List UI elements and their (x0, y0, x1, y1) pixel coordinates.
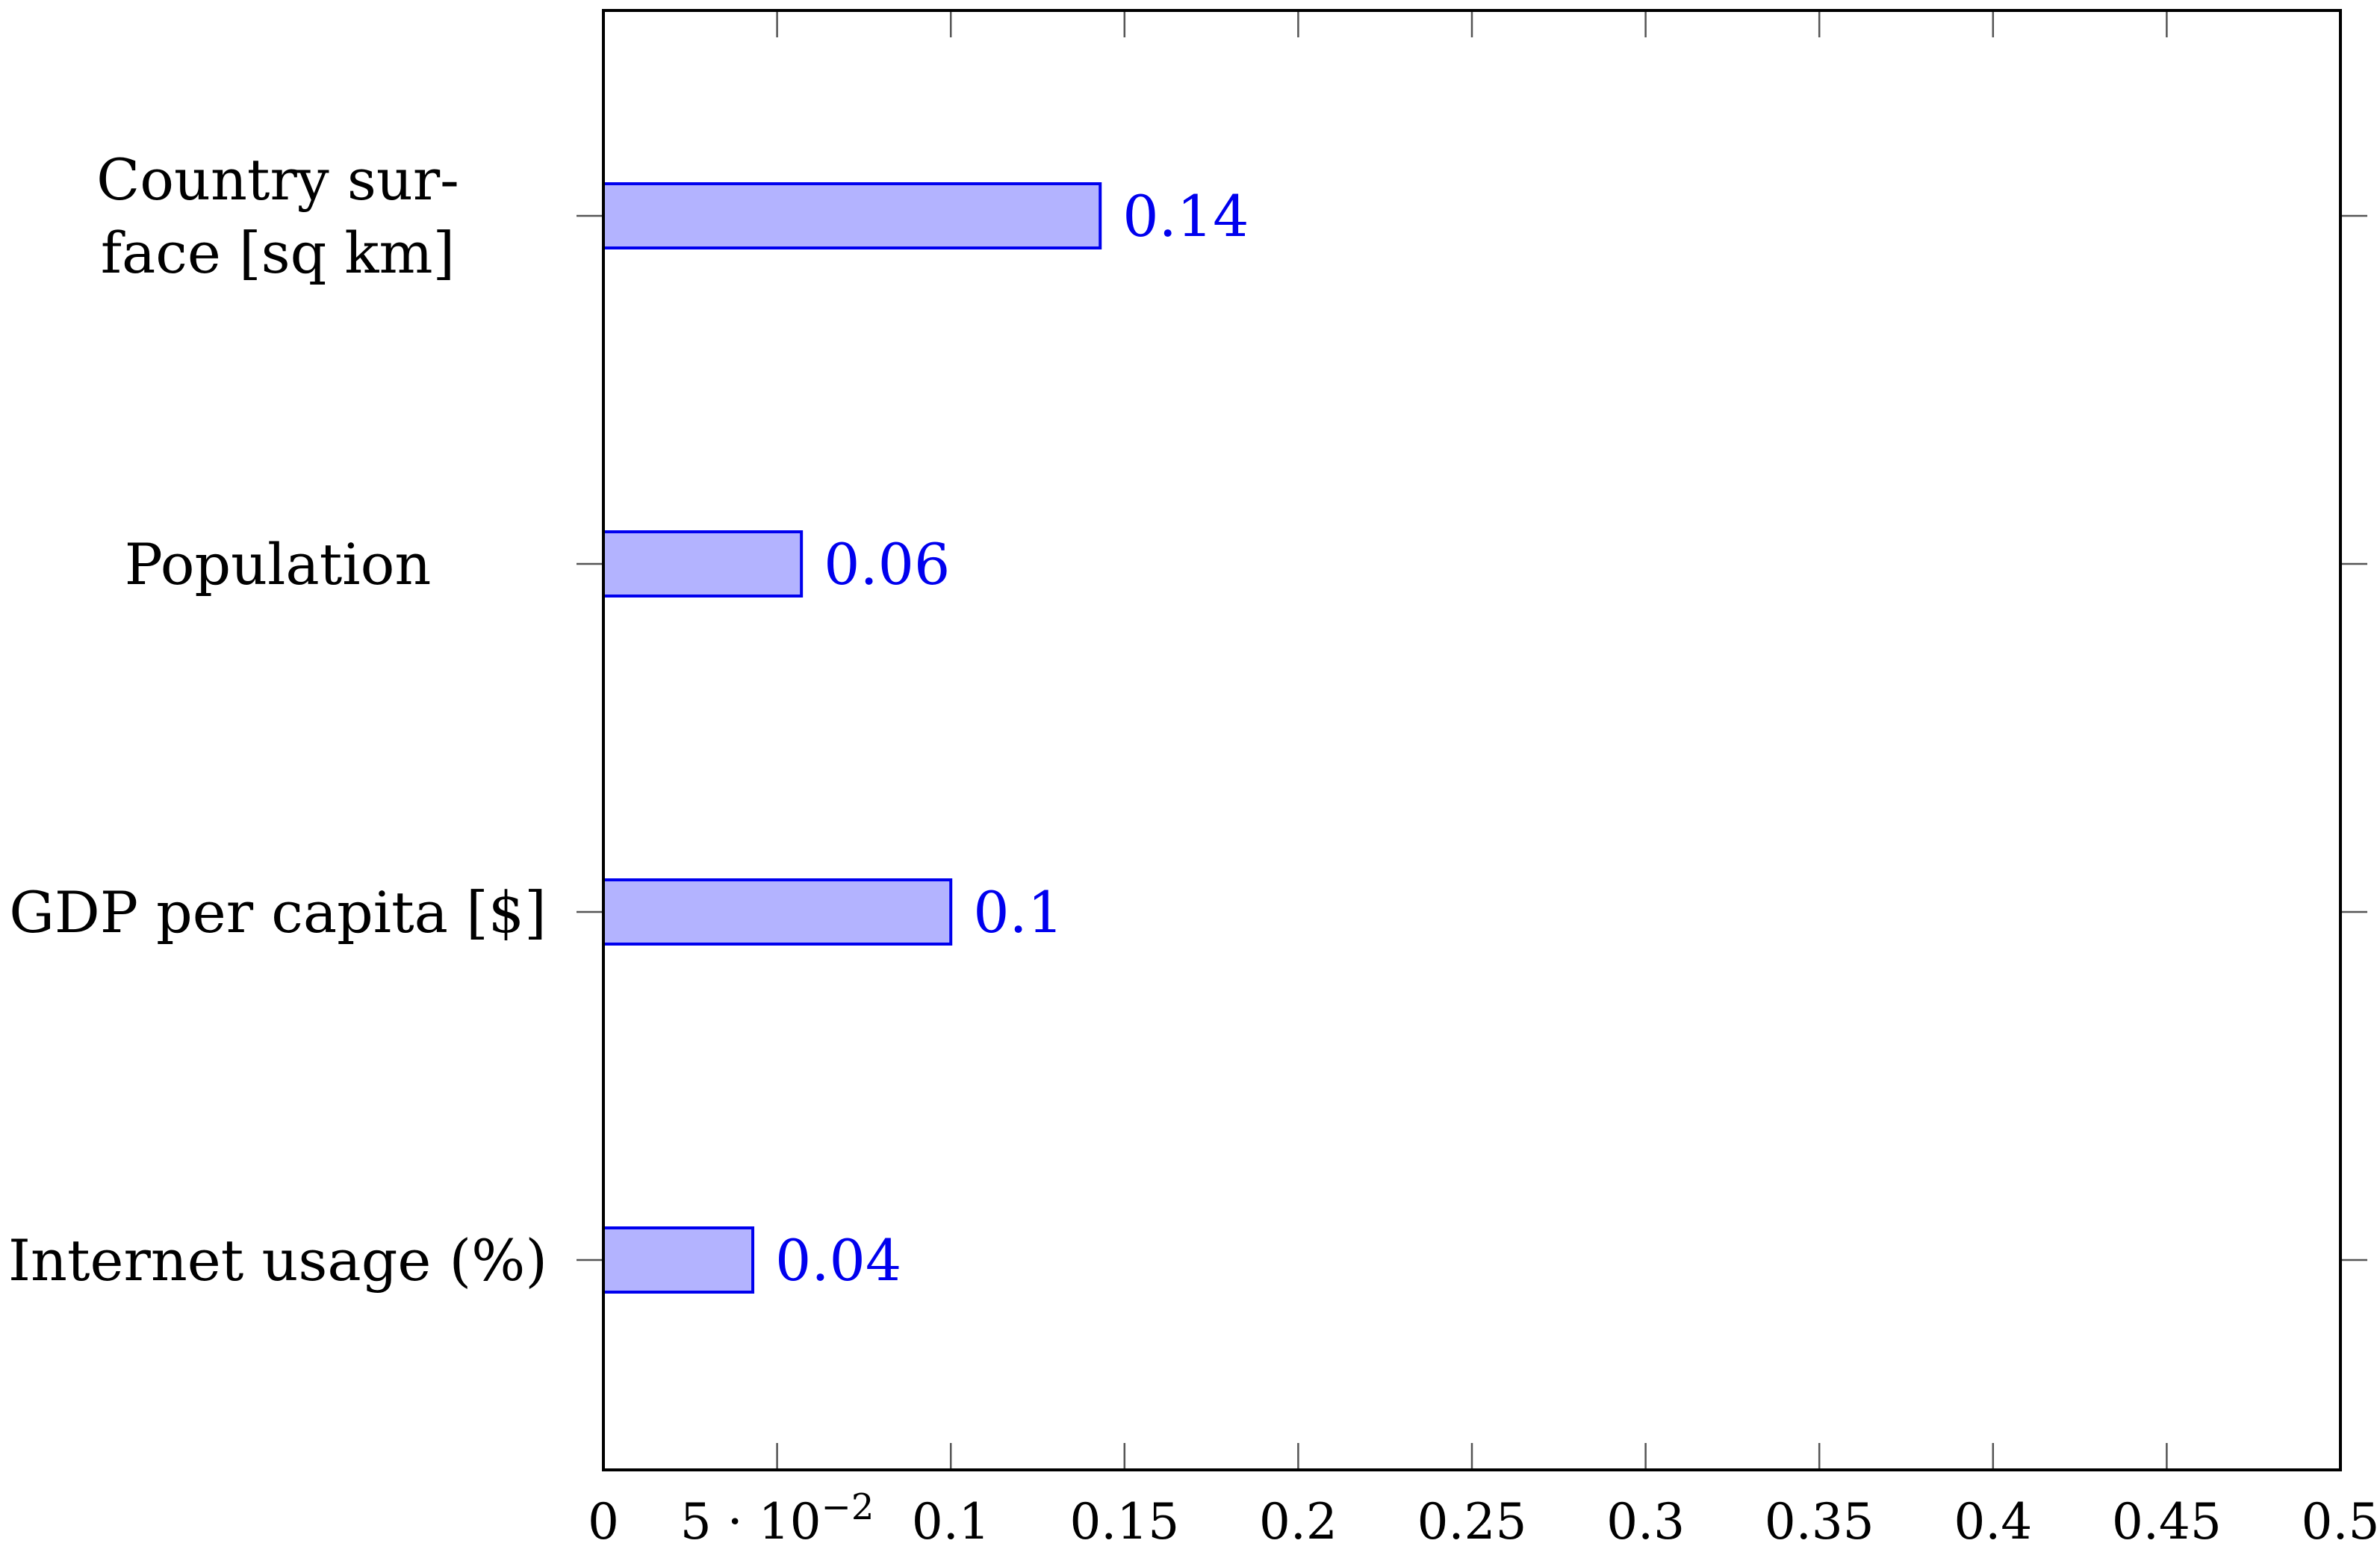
x-tick-label: 0 (588, 1493, 619, 1551)
category-label: Internet usage (%) (8, 1227, 547, 1294)
bars (602, 182, 1102, 1294)
x-tick-label: 0.1 (912, 1493, 990, 1551)
x-tick-label: 0.2 (1259, 1493, 1337, 1551)
data-label: 0.1 (973, 879, 1063, 946)
data-label: 0.06 (824, 531, 950, 598)
category-label-line: face [sq km] (101, 220, 455, 286)
category-label-line: Population (125, 531, 432, 598)
bar (602, 182, 1102, 249)
x-tick-label: 0.15 (1069, 1493, 1179, 1551)
x-tick-label: 0.4 (1954, 1493, 2032, 1551)
category-label-line: GDP per capita [$] (9, 879, 547, 946)
x-tick-label: 0.3 (1606, 1493, 1685, 1551)
category-label-line: Country sur- (96, 146, 459, 213)
category-labels: Internet usage (%) GDP per capita [$] Popu… (8, 146, 547, 1294)
x-tick-exponent: −2 (821, 1486, 874, 1528)
x-tick-label: 0.35 (1765, 1493, 1874, 1551)
plot-frame (602, 9, 2342, 1471)
x-tick-label: 0.45 (2112, 1493, 2222, 1551)
category-label: Population (125, 531, 432, 598)
category-label-line: Internet usage (%) (8, 1227, 547, 1294)
category-label: Country sur-face [sq km] (96, 146, 459, 286)
data-labels: 0.04 0.1 0.06 0.14 (775, 183, 1249, 1294)
category-label: GDP per capita [$] (9, 879, 547, 946)
x-tick-label: 0.25 (1417, 1493, 1527, 1551)
data-label: 0.14 (1122, 183, 1249, 249)
bar (602, 530, 804, 598)
data-label: 0.04 (775, 1227, 901, 1294)
x-tick-label: 0.5 (2302, 1493, 2380, 1551)
bar (602, 878, 953, 946)
x-tick-label: 5 · 10−2 (680, 1486, 874, 1551)
x-tick-labels: 0 5 · 10−2 0.1 0.15 0.2 0.25 0.3 0.35 0.4 0.45 0.5 (588, 1486, 2379, 1551)
tick-marks (577, 10, 2367, 1470)
bar (602, 1226, 755, 1294)
